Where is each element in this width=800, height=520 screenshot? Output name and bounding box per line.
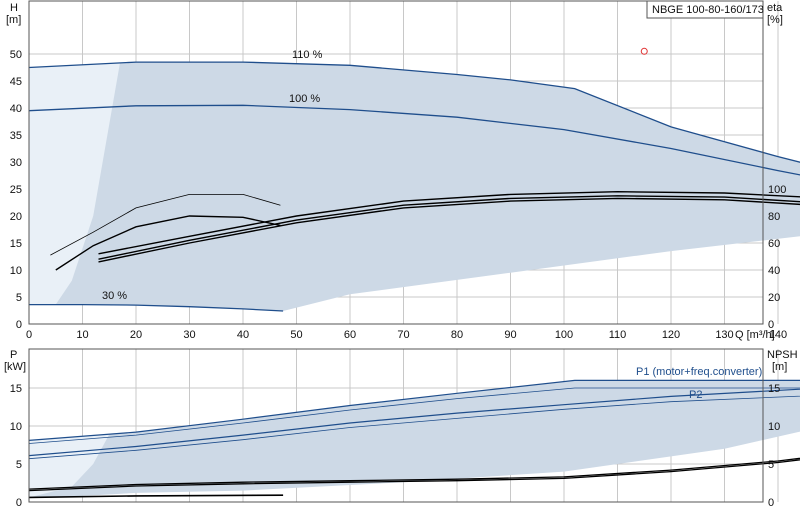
chart-title: NBGE 100-80-160/173 <box>652 4 764 16</box>
y-axis-unit-eta: [%] <box>767 14 783 26</box>
bottom-plot-frame <box>28 348 764 503</box>
npsh-curves <box>28 457 800 499</box>
y-axis-unit-h: [m] <box>6 14 21 26</box>
efficiency-curves <box>50 190 800 271</box>
label-p1: P1 (motor+freq.converter) <box>636 366 762 378</box>
y-tick-label-eta: 80 <box>768 211 780 223</box>
y-tick-label-h: 20 <box>10 211 22 223</box>
y-tick-label-h: 50 <box>10 49 22 61</box>
top-plot-frame <box>28 0 764 325</box>
x-tick-label: 70 <box>397 329 409 341</box>
npsh-curve-1 <box>28 459 800 492</box>
head-curve-1 <box>28 104 800 176</box>
power-curve-0 <box>28 379 800 441</box>
power-curve-3 <box>28 395 800 460</box>
y-tick-label-h: 25 <box>10 184 22 196</box>
y-axis-title-h: H <box>10 2 18 14</box>
y-tick-label-h: 40 <box>10 103 22 115</box>
y-axis-unit-p: [kW] <box>4 361 26 373</box>
head-curve-2 <box>29 303 284 312</box>
y-tick-label-p: 15 <box>10 383 22 395</box>
x-tick-label: 120 <box>662 329 680 341</box>
y-tick-label-npsh: 0 <box>768 497 774 509</box>
x-tick-label: 90 <box>504 329 516 341</box>
y-axis-title-eta: eta <box>767 2 783 14</box>
y-tick-label-h: 0 <box>16 319 22 331</box>
y-tick-label-p: 0 <box>16 497 22 509</box>
x-tick-label: 60 <box>344 329 356 341</box>
y-axis-title-p: P <box>10 349 17 361</box>
efficiency-curve-2 <box>98 190 800 255</box>
axis-ticks: 0102030405060708090100110120130140150051… <box>10 49 787 509</box>
operating-point-marker <box>640 47 648 55</box>
label-30-percent: 30 % <box>102 290 127 302</box>
label-100-percent: 100 % <box>289 93 320 105</box>
x-tick-label: 110 <box>609 329 627 341</box>
efficiency-curve-0 <box>50 194 281 256</box>
y-tick-label-h: 35 <box>10 130 22 142</box>
y-tick-label-npsh: 15 <box>768 383 780 395</box>
x-axis-title-q: Q [m³/h] <box>735 329 775 341</box>
x-tick-label: 130 <box>715 329 733 341</box>
y-tick-label-npsh: 5 <box>768 459 774 471</box>
efficiency-curve-1 <box>55 215 281 271</box>
y-tick-label-npsh: 10 <box>768 421 780 433</box>
y-tick-label-eta: 20 <box>768 292 780 304</box>
x-tick-label: 30 <box>183 329 195 341</box>
y-tick-label-h: 15 <box>10 238 22 250</box>
power-range-band <box>29 380 800 498</box>
y-axis-unit-npsh: [m] <box>772 361 787 373</box>
efficiency-curve-4 <box>98 197 800 263</box>
min-flow-region <box>29 63 120 305</box>
head-curves <box>28 61 800 312</box>
x-tick-label: 80 <box>451 329 463 341</box>
x-tick-label: 20 <box>130 329 142 341</box>
title-box <box>646 0 764 19</box>
y-tick-label-eta: 60 <box>768 238 780 250</box>
y-tick-label-p: 5 <box>16 459 22 471</box>
y-tick-label-p: 10 <box>10 421 22 433</box>
y-tick-label-eta: 0 <box>768 319 774 331</box>
x-tick-label: 10 <box>76 329 88 341</box>
y-tick-label-h: 30 <box>10 157 22 169</box>
power-curves <box>28 379 800 460</box>
low-speed-curve-0 <box>28 494 284 499</box>
label-p2: P2 <box>689 389 702 401</box>
operating-range-band <box>29 62 800 311</box>
head-curve-0 <box>28 61 800 163</box>
efficiency-curve-3 <box>98 195 800 260</box>
npsh-curve-0 <box>28 457 800 490</box>
x-tick-label: 100 <box>555 329 573 341</box>
power-curve-1 <box>28 387 800 444</box>
y-axis-title-npsh: NPSH <box>767 349 798 361</box>
y-tick-label-h: 45 <box>10 76 22 88</box>
x-tick-label: 0 <box>26 329 32 341</box>
y-tick-label-h: 5 <box>16 292 22 304</box>
x-tick-label: 50 <box>290 329 302 341</box>
y-tick-label-eta: 40 <box>768 265 780 277</box>
x-tick-label: 40 <box>237 329 249 341</box>
label-110-percent: 110 % <box>292 49 323 61</box>
power-curve-2 <box>28 388 800 457</box>
y-tick-label-eta: 100 <box>768 184 786 196</box>
y-tick-label-h: 10 <box>10 265 22 277</box>
x-tick-label: 140 <box>769 329 787 341</box>
